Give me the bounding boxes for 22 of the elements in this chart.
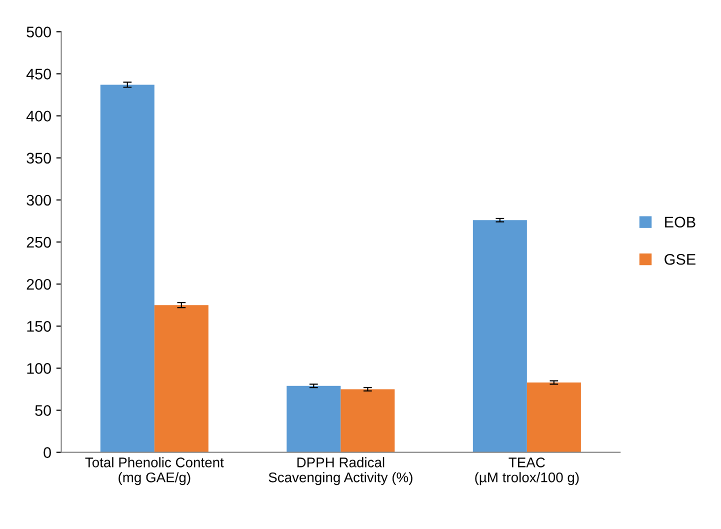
y-tick-label: 450 [26,68,51,80]
y-tick-label: 400 [26,110,51,122]
y-tick-label: 100 [27,363,51,374]
x-tick-label: DPPH Radical Scavenging Activity (%) [268,457,412,486]
y-tick-label: 500 [26,26,51,38]
y-tick-label: 150 [27,320,51,332]
y-tick-label: 50 [35,405,51,416]
legend-label: EOB [665,216,696,228]
y-tick-label: 200 [26,278,51,290]
y-tick-label: 250 [26,236,51,248]
x-tick-label: Total Phenolic Content (mg GAE/g) [85,457,224,486]
y-tick-label: 300 [26,194,51,206]
bar [472,220,527,452]
bar [526,382,581,452]
legend-label: GSE [664,254,696,265]
x-tick-label: TEAC (µM trolox/100 g) [475,458,579,486]
bar [154,305,208,452]
bar [100,84,154,452]
bar [286,386,341,452]
y-tick-label: 0 [44,447,51,458]
y-tick-label: 350 [26,152,51,164]
bar [340,389,395,452]
